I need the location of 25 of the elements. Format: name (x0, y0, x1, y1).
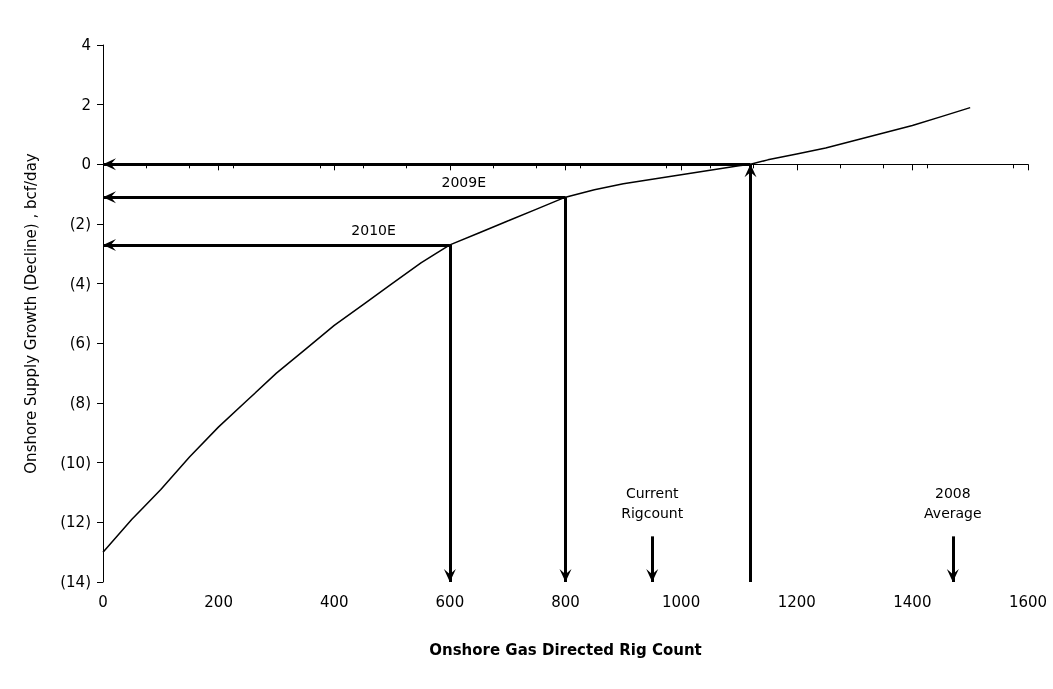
x-axis-title: Onshore Gas Directed Rig Count (429, 640, 702, 659)
ref-line-label: Current Rigcount (621, 485, 684, 522)
y-tick-label: (10) (60, 453, 91, 472)
x-tick-label: 800 (551, 592, 580, 611)
y-tick-label: 2 (81, 95, 91, 114)
y-tick-label: 4 (81, 36, 91, 54)
y-tick-label: (8) (69, 394, 91, 412)
x-tick-label: 600 (435, 592, 465, 611)
y-tick-label: (6) (69, 334, 91, 353)
y-tick-label: 0 (81, 155, 91, 174)
y-tick-label: (14) (60, 573, 91, 591)
y-tick-label: (12) (60, 513, 91, 532)
x-tick-label: 1200 (777, 592, 816, 611)
x-tick-label: 200 (204, 592, 233, 611)
x-tick-label: 0 (98, 592, 108, 611)
y-tick-label: (4) (69, 274, 91, 293)
x-tick-label: 1400 (893, 592, 932, 611)
x-tick-label: 1000 (662, 592, 701, 611)
y-tick-label: (2) (69, 215, 91, 233)
ref-line-label: 2010E (351, 221, 396, 238)
x-tick-label: 400 (319, 592, 349, 611)
legend-label: 2009E (441, 174, 486, 191)
y-axis-title: Onshore Supply Growth (Decline) , bcf/day (21, 153, 40, 474)
x-tick-label: 1600 (1008, 592, 1048, 611)
ref-line-label: 2008 Average (924, 485, 982, 522)
